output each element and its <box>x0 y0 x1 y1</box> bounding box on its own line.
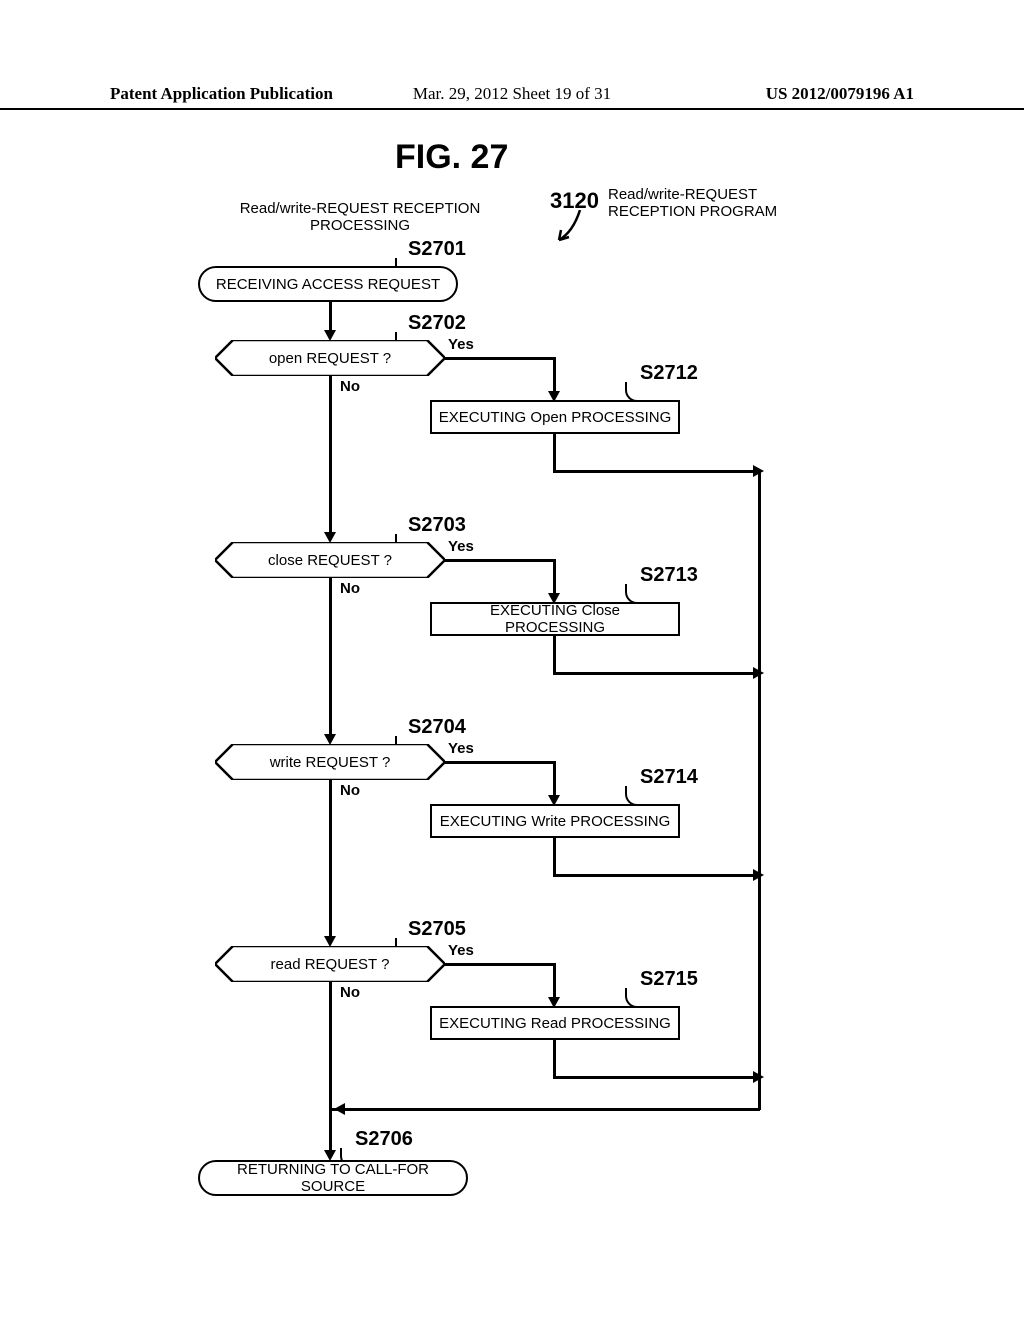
no-s2704: No <box>340 782 360 799</box>
header-publication: Patent Application Publication <box>110 84 378 104</box>
arrowhead-bus-2 <box>753 667 764 679</box>
v-s2713-out <box>553 636 556 672</box>
v-s2715-out <box>553 1040 556 1076</box>
h-s2713-out <box>553 672 760 675</box>
v-s2705-no <box>329 982 332 1152</box>
arrowhead-bus-1 <box>753 465 764 477</box>
right-bus <box>758 470 761 1110</box>
decision-s2702-text: open REQUEST ? <box>269 350 391 367</box>
process-s2715: EXECUTING Read PROCESSING <box>430 1006 680 1040</box>
h-s2714-out <box>553 874 760 877</box>
header-date-sheet: Mar. 29, 2012 Sheet 19 of 31 <box>378 84 646 104</box>
h-s2705-yes <box>445 963 555 966</box>
process-s2713: EXECUTING Close PROCESSING <box>430 602 680 636</box>
page-header: Patent Application Publication Mar. 29, … <box>0 84 1024 110</box>
header-pub-number: US 2012/0079196 A1 <box>646 84 914 104</box>
v-s2703-yes <box>553 559 556 595</box>
process-s2713-text: EXECUTING Close PROCESSING <box>438 602 672 636</box>
h-s2712-out <box>553 470 760 473</box>
bus-merge-arrow <box>334 1103 345 1115</box>
v-s2704-no <box>329 780 332 938</box>
v-s2714-out <box>553 838 556 874</box>
yes-s2705: Yes <box>448 942 474 959</box>
arrowhead-bus-3 <box>753 869 764 881</box>
figure-title: FIG. 27 <box>395 138 508 177</box>
process-s2712: EXECUTING Open PROCESSING <box>430 400 680 434</box>
no-s2705: No <box>340 984 360 1001</box>
terminator-s2701-text: RECEIVING ACCESS REQUEST <box>216 276 440 293</box>
decision-s2702: open REQUEST ? <box>215 340 445 376</box>
arrowhead-bus-4 <box>753 1071 764 1083</box>
decision-s2704-text: write REQUEST ? <box>270 754 391 771</box>
h-s2703-yes <box>445 559 555 562</box>
decision-s2703: close REQUEST ? <box>215 542 445 578</box>
leader-s2713 <box>625 584 655 604</box>
v-s2702-yes <box>553 357 556 393</box>
process-s2715-text: EXECUTING Read PROCESSING <box>439 1015 671 1032</box>
no-s2702: No <box>340 378 360 395</box>
v-s2703-no <box>329 578 332 736</box>
h-s2704-yes <box>445 761 555 764</box>
terminator-s2701: RECEIVING ACCESS REQUEST <box>198 266 458 302</box>
subtitle-left: Read/write-REQUEST RECEPTION PROCESSING <box>230 200 490 234</box>
yes-s2702: Yes <box>448 336 474 353</box>
decision-s2703-text: close REQUEST ? <box>268 552 392 569</box>
process-s2714: EXECUTING Write PROCESSING <box>430 804 680 838</box>
h-s2715-out <box>553 1076 760 1079</box>
h-s2702-yes <box>445 357 555 360</box>
arrow-s2701-s2702 <box>329 302 332 332</box>
v-s2702-no <box>329 376 332 534</box>
process-s2712-text: EXECUTING Open PROCESSING <box>439 409 672 426</box>
yes-s2703: Yes <box>448 538 474 555</box>
leader-s2714 <box>625 786 655 806</box>
bus-merge-h <box>330 1108 760 1111</box>
no-s2703: No <box>340 580 360 597</box>
decision-s2705: read REQUEST ? <box>215 946 445 982</box>
terminator-s2706-text: RETURNING TO CALL-FOR SOURCE <box>208 1161 458 1195</box>
leader-s2712 <box>625 382 655 402</box>
page: Patent Application Publication Mar. 29, … <box>0 0 1024 1320</box>
program-ref-text: Read/write-REQUEST RECEPTION PROGRAM <box>608 186 777 220</box>
decision-s2705-text: read REQUEST ? <box>271 956 390 973</box>
leader-s2715 <box>625 988 655 1008</box>
terminator-s2706: RETURNING TO CALL-FOR SOURCE <box>198 1160 468 1196</box>
v-s2704-yes <box>553 761 556 797</box>
v-s2705-yes <box>553 963 556 999</box>
v-s2712-out <box>553 434 556 470</box>
leader-3120 <box>555 210 595 250</box>
yes-s2704: Yes <box>448 740 474 757</box>
decision-s2704: write REQUEST ? <box>215 744 445 780</box>
process-s2714-text: EXECUTING Write PROCESSING <box>440 813 671 830</box>
